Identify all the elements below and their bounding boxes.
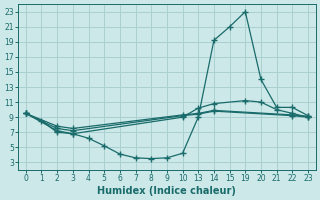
X-axis label: Humidex (Indice chaleur): Humidex (Indice chaleur): [98, 186, 236, 196]
